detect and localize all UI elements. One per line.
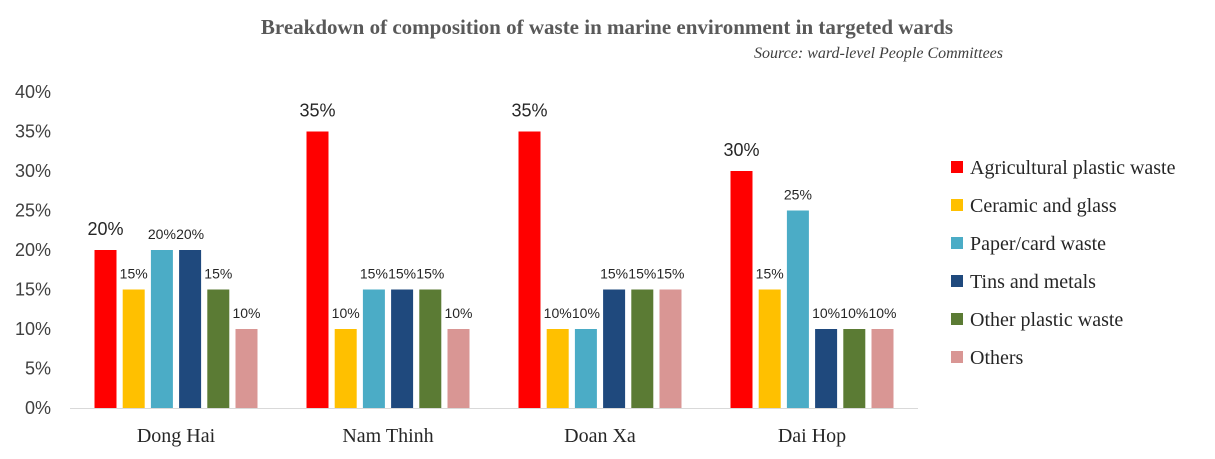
y-tick-label: 5% [25,359,51,379]
legend-swatch [951,161,963,173]
bar [603,289,626,408]
bar [871,329,894,408]
data-label: 10% [572,305,600,321]
data-label: 15% [120,266,148,282]
bar [730,171,753,408]
legend-label: Tins and metals [970,271,1096,293]
bar [362,289,385,408]
legend-swatch [951,313,963,325]
chart-title: Breakdown of composition of waste in mar… [261,15,953,39]
legend-label: Other plastic waste [970,309,1123,331]
chart-subtitle: Source: ward-level People Committees [754,45,1003,62]
legend: Agricultural plastic waste Ceramic and gl… [951,157,1176,369]
bar [207,289,230,408]
bar [758,289,781,408]
bar [391,289,414,408]
legend-swatch [951,199,963,211]
data-label: 10% [544,305,572,321]
data-label: 35% [511,101,547,121]
bar [179,250,202,408]
legend-swatch [951,275,963,287]
bar [546,329,569,408]
data-label: 20% [148,226,176,242]
legend-label: Agricultural plastic waste [970,157,1176,179]
y-tick-label: 15% [15,280,51,300]
data-label: 15% [628,266,656,282]
bar [419,289,442,408]
data-label: 10% [232,305,260,321]
data-label: 15% [416,266,444,282]
x-tick-label: Doan Xa [564,425,636,447]
data-label: 15% [756,266,784,282]
data-label: 35% [299,101,335,121]
x-tick-label: Dai Hop [778,425,846,447]
bar [815,329,838,408]
y-axis: 0% 5% 10% 15% 20% 25% 30% 35% 40% [15,82,51,418]
bar [518,131,541,408]
y-tick-label: 40% [15,82,51,102]
x-axis: Dong Hai Nam Thinh Doan Xa Dai Hop [70,408,918,447]
bar [94,250,117,408]
bar [334,329,357,408]
y-tick-label: 10% [15,319,51,339]
data-label: 15% [204,266,232,282]
bar [235,329,258,408]
data-label: 10% [444,305,472,321]
data-label: 15% [388,266,416,282]
y-tick-label: 25% [15,201,51,221]
data-label: 10% [812,305,840,321]
data-label: 10% [332,305,360,321]
bar [843,329,866,408]
bars [94,131,894,408]
legend-label: Others [970,347,1024,369]
legend-swatch [951,237,963,249]
bar [786,210,809,408]
legend-label: Ceramic and glass [970,195,1117,217]
data-label: 30% [723,140,759,160]
data-label: 20% [87,219,123,239]
data-label: 10% [868,305,896,321]
bar [122,289,145,408]
y-tick-label: 0% [25,398,51,418]
bar [659,289,682,408]
x-tick-label: Nam Thinh [342,425,433,447]
legend-label: Paper/card waste [970,233,1106,255]
bar [447,329,470,408]
data-label: 15% [656,266,684,282]
data-label: 25% [784,187,812,203]
data-labels: 20%15%20% 20%15%10%35%10%15% 15% 15%10%35%1… [87,101,896,322]
x-tick-label: Dong Hai [137,425,216,447]
bar [306,131,329,408]
legend-swatch [951,351,963,363]
data-label: 10% [840,305,868,321]
y-tick-label: 35% [15,122,51,142]
bar [631,289,654,408]
data-label: 15% [600,266,628,282]
data-label: 20% [176,226,204,242]
y-tick-label: 20% [15,240,51,260]
bar [150,250,173,408]
y-tick-label: 30% [15,161,51,181]
data-label: 15% [360,266,388,282]
bar [574,329,597,408]
